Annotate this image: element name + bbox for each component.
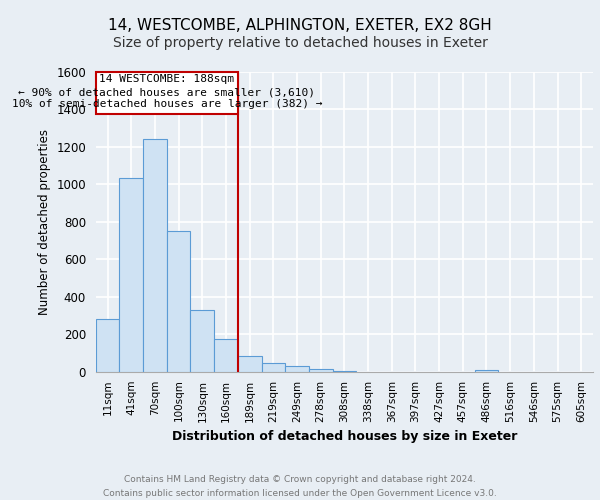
Bar [309,368,332,372]
Bar [238,356,262,372]
Y-axis label: Number of detached properties: Number of detached properties [38,129,51,315]
Bar [262,362,285,372]
Text: ← 90% of detached houses are smaller (3,610): ← 90% of detached houses are smaller (3,… [19,88,316,98]
Bar [143,140,167,372]
Text: 14, WESTCOMBE, ALPHINGTON, EXETER, EX2 8GH: 14, WESTCOMBE, ALPHINGTON, EXETER, EX2 8… [108,18,492,32]
Text: 10% of semi-detached houses are larger (382) →: 10% of semi-detached houses are larger (… [11,100,322,110]
FancyBboxPatch shape [96,72,238,114]
Text: Contains HM Land Registry data © Crown copyright and database right 2024.
Contai: Contains HM Land Registry data © Crown c… [103,476,497,498]
Bar [214,339,238,372]
Bar [119,178,143,372]
Bar [190,310,214,372]
Bar [332,371,356,372]
X-axis label: Distribution of detached houses by size in Exeter: Distribution of detached houses by size … [172,430,517,443]
Bar [475,370,499,372]
Text: 14 WESTCOMBE: 188sqm: 14 WESTCOMBE: 188sqm [100,74,235,84]
Bar [167,232,190,372]
Text: Size of property relative to detached houses in Exeter: Size of property relative to detached ho… [113,36,487,50]
Bar [285,366,309,372]
Bar [96,320,119,372]
